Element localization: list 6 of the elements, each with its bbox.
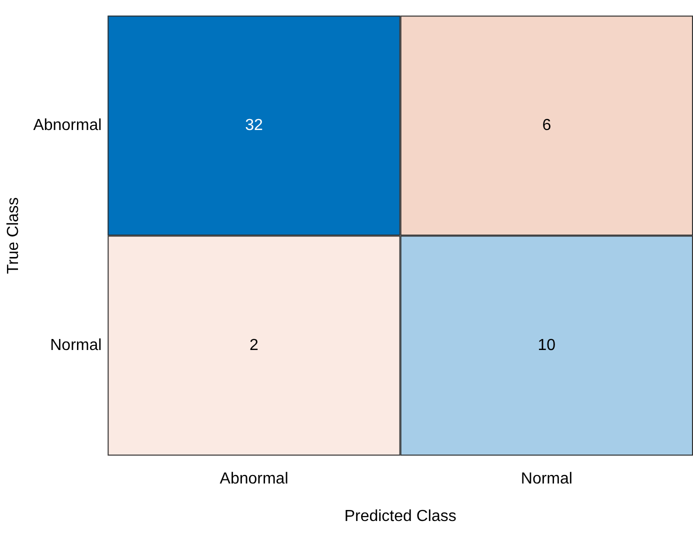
data-label: 32 xyxy=(245,117,264,134)
data-label: 10 xyxy=(538,337,556,354)
x-axis-title: Predicted Class xyxy=(344,508,456,525)
y-axis-title: True Class xyxy=(5,197,22,274)
data-label: 6 xyxy=(542,117,552,134)
data-label: 2 xyxy=(250,337,259,354)
